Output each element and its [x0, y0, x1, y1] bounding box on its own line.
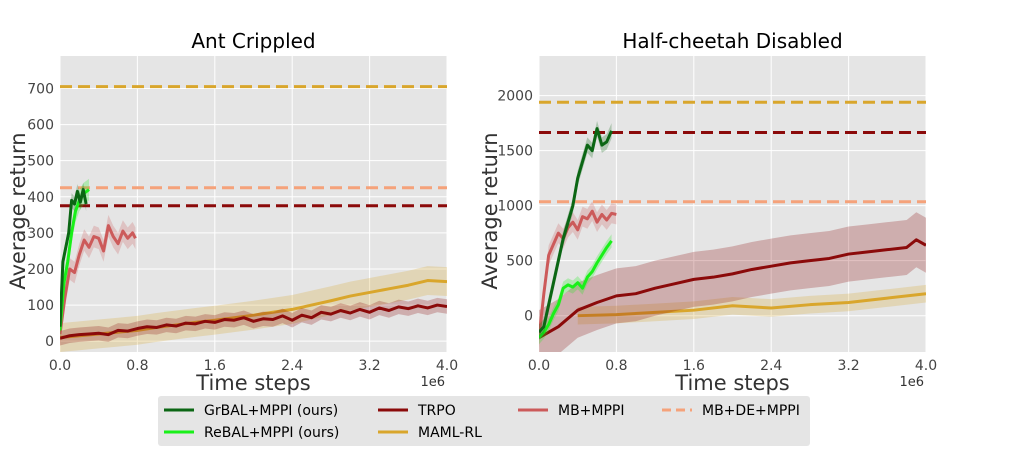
plot-background: [60, 56, 447, 352]
band-trpo: [539, 212, 926, 352]
x-tick-label: 0.8: [605, 358, 627, 374]
legend-background: [158, 396, 810, 446]
y-tick-label: 2000: [497, 89, 533, 105]
plot-background: [539, 56, 926, 352]
band-rebal-mppi-ours: [539, 234, 612, 345]
x-axis-multiplier: 1e6: [420, 375, 445, 390]
plot-area: [60, 85, 447, 352]
y-tick-label: 300: [27, 226, 54, 242]
band-mb-mppi: [539, 201, 617, 348]
x-tick-label: 0.0: [49, 358, 71, 374]
x-axis-label: Time steps: [195, 371, 310, 395]
x-axis-label: Time steps: [674, 371, 789, 395]
y-tick-label: 1500: [497, 144, 533, 160]
x-tick-label: 3.2: [358, 358, 380, 374]
band-maml-rl: [60, 266, 447, 352]
plot-area: [539, 100, 926, 352]
series-line-trpo: [60, 303, 447, 340]
x-tick-label: 3.2: [837, 358, 859, 374]
y-tick-label: 500: [27, 154, 54, 170]
ant-crippled-plot: 0.0 0.8 1.6 2.4 3.2 4.0 0 100 200 300 400 500 600 700…: [6, 29, 458, 395]
half-cheetah-plot: 0.0 0.8 1.6 2.4 3.2 4.0 0 500 1000 1500 2000 Half-c…: [478, 29, 937, 395]
legend-label-maml-rl: MAML-RL: [418, 425, 482, 441]
x-tick-label: 0.8: [126, 358, 148, 374]
y-tick-label: 700: [27, 81, 54, 97]
series-line-maml-rl: [577, 292, 926, 318]
band-maml-rl: [577, 284, 926, 325]
legend-label-rebal-mppi-ours: ReBAL+MPPI (ours): [204, 425, 339, 441]
x-tick-label: 2.4: [760, 358, 782, 374]
x-tick-label: 0.0: [528, 358, 550, 374]
plot-title: Half-cheetah Disabled: [622, 29, 842, 53]
y-tick-label: 500: [506, 254, 533, 270]
legend-label-grbal-mppi-ours: GrBAL+MPPI (ours): [204, 403, 338, 419]
legend-label-mb-de-mppi: MB+DE+MPPI: [702, 403, 800, 419]
series-line-grbal-mppi-ours: [539, 127, 613, 334]
legend-label-trpo: TRPO: [417, 403, 456, 419]
series-line-mb-mppi: [539, 209, 617, 338]
x-tick-label: 2.4: [281, 358, 303, 374]
y-tick-label: 0: [45, 334, 54, 350]
series-line-mb-mppi: [60, 224, 137, 335]
series-line-grbal-mppi-ours: [60, 188, 88, 327]
y-tick-label: 1000: [497, 199, 533, 215]
x-tick-label: 1.6: [683, 358, 705, 374]
x-tick-label: 1.6: [204, 358, 226, 374]
y-axis-label: Average return: [478, 132, 502, 289]
y-tick-label: 0: [524, 309, 533, 325]
plot-title: Ant Crippled: [191, 29, 315, 53]
y-tick-label: 600: [27, 118, 54, 134]
y-axis-label: Average return: [6, 132, 30, 289]
series-line-trpo: [539, 238, 926, 339]
y-tick-label: 200: [27, 262, 54, 278]
y-tick-label: 400: [27, 190, 54, 206]
y-tick-label: 100: [27, 298, 54, 314]
x-tick-label: 4.0: [915, 358, 937, 374]
legend-label-mb-mppi: MB+MPPI: [558, 403, 625, 419]
x-axis-multiplier: 1e6: [899, 375, 924, 390]
band-mb-mppi: [60, 214, 136, 345]
series-line-rebal-mppi-ours: [539, 239, 613, 339]
x-tick-label: 4.0: [436, 358, 458, 374]
legend: GrBAL+MPPI (ours) ReBAL+MPPI (ours) TRPO MA…: [158, 396, 810, 446]
